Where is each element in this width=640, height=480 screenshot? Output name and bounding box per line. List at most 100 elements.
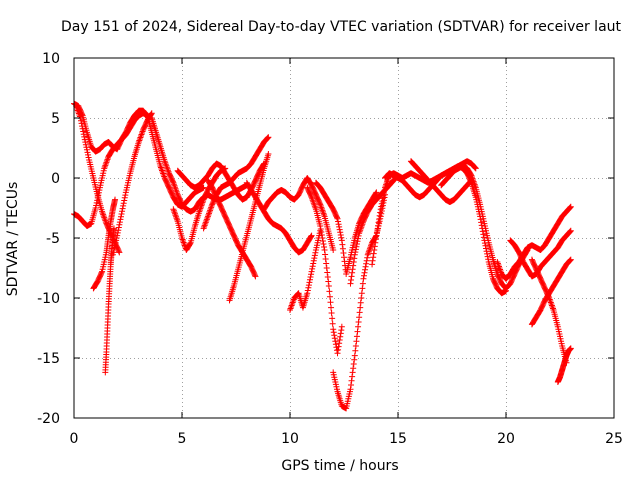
data-point	[360, 275, 367, 282]
data-point	[337, 330, 344, 337]
data-point	[348, 382, 355, 388]
data-point	[335, 343, 342, 350]
data-point	[363, 257, 370, 264]
data-point	[252, 273, 259, 280]
data-point	[119, 208, 126, 215]
data-point	[308, 233, 315, 240]
data-point	[120, 200, 127, 207]
data-point	[377, 206, 384, 213]
series-arc-12	[226, 151, 272, 304]
data-point	[332, 338, 339, 345]
data-point	[318, 229, 325, 235]
data-point	[318, 232, 325, 238]
data-point	[375, 219, 382, 226]
data-point	[482, 242, 489, 249]
y-tick-label: -20	[37, 411, 60, 427]
data-point	[115, 224, 122, 231]
data-point	[355, 235, 362, 242]
data-point	[483, 245, 490, 252]
data-point	[379, 195, 386, 202]
data-point	[330, 329, 337, 336]
data-point	[110, 225, 117, 232]
data-point	[369, 261, 376, 268]
data-point	[350, 361, 357, 367]
data-point	[308, 193, 315, 199]
data-point	[323, 265, 330, 271]
data-point	[472, 165, 479, 172]
data-point	[117, 213, 124, 220]
data-point	[320, 241, 327, 247]
series-arc-8	[170, 165, 229, 253]
data-point	[341, 254, 347, 261]
data-point	[479, 228, 486, 235]
data-point	[351, 255, 358, 262]
data-point	[82, 141, 89, 148]
data-point	[337, 229, 344, 236]
data-point	[306, 276, 313, 283]
data-point	[329, 315, 336, 322]
data-point	[354, 328, 361, 335]
data-point	[323, 260, 330, 267]
data-point	[119, 205, 126, 212]
data-point	[380, 192, 387, 199]
data-point	[265, 151, 272, 157]
data-point	[339, 245, 346, 252]
data-point	[317, 226, 324, 232]
data-point	[312, 249, 319, 256]
data-point	[374, 226, 381, 232]
data-point	[115, 248, 122, 255]
data-point	[478, 219, 485, 226]
y-tick-label: -5	[46, 231, 60, 247]
data-point	[351, 251, 358, 258]
data-point	[121, 194, 128, 201]
data-point	[321, 247, 328, 253]
data-point	[338, 323, 345, 330]
data-point	[83, 146, 90, 153]
data-point	[378, 200, 385, 207]
data-point	[359, 280, 366, 287]
data-point	[322, 251, 329, 258]
data-point	[381, 187, 388, 194]
data-point	[85, 151, 92, 158]
data-point	[96, 187, 103, 194]
data-point	[353, 333, 360, 340]
data-point	[333, 214, 340, 221]
data-point	[116, 219, 123, 226]
series-arc-10	[200, 134, 272, 232]
data-point	[376, 216, 383, 223]
data-point	[122, 192, 129, 199]
series-arc-22	[407, 158, 475, 205]
data-point	[308, 271, 315, 278]
data-point	[352, 249, 359, 256]
data-point	[329, 320, 336, 327]
data-point	[566, 205, 573, 211]
data-point	[356, 309, 363, 316]
data-point	[353, 241, 360, 247]
data-point	[334, 215, 341, 222]
series-arc-18	[330, 191, 389, 412]
data-point	[471, 164, 478, 171]
data-point	[352, 343, 359, 349]
data-point	[321, 244, 328, 250]
data-point	[349, 369, 356, 376]
data-point	[264, 134, 271, 141]
data-point	[359, 285, 366, 292]
data-point	[369, 257, 376, 264]
data-point	[567, 228, 574, 235]
data-point	[363, 260, 370, 267]
series-arc-15	[287, 227, 324, 313]
data-point	[362, 263, 369, 270]
data-point	[116, 249, 123, 256]
data-point	[305, 284, 312, 291]
data-point	[380, 190, 387, 196]
data-point	[308, 268, 315, 275]
data-point	[480, 231, 487, 238]
series-arc-14	[261, 175, 337, 253]
series-arc-16	[304, 184, 345, 357]
data-point	[324, 274, 331, 280]
y-tick-label: 5	[51, 111, 60, 127]
data-point	[304, 290, 311, 297]
y-tick-label: 10	[42, 51, 60, 67]
data-point	[326, 288, 333, 295]
data-point	[309, 265, 316, 272]
